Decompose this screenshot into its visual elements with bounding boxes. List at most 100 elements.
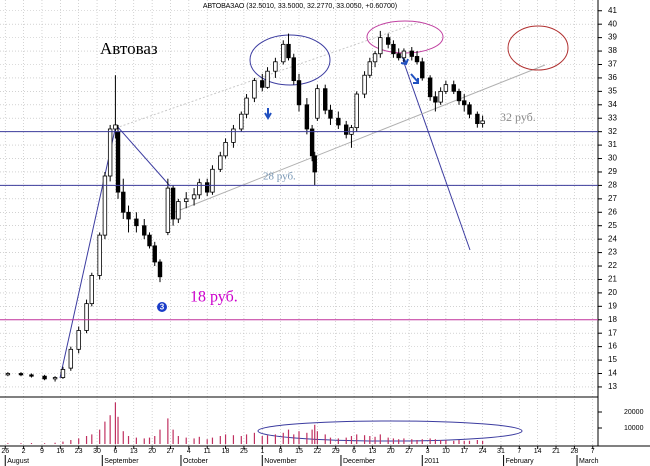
candle-body [113,124,118,130]
y-tick-label: 41 [608,6,617,15]
x-tick-label: 13 [130,448,138,455]
y-tick-label: 34 [608,100,617,109]
x-tick-label: 31 [497,448,505,455]
x-tick-label: 20 [387,448,395,455]
candle-body [244,97,249,115]
candle-body [456,90,462,102]
candle-body [265,70,270,88]
candle-body [273,61,278,72]
x-tick-label: 18 [222,448,230,455]
highlight-ellipse [507,25,569,71]
candle-body [427,77,433,98]
y-tick-label: 39 [608,33,617,42]
candle-body [68,348,74,369]
candle-body [223,142,228,157]
y-tick-label: 30 [608,154,617,163]
highlight-ellipse [249,34,331,86]
x-tick-label: 11 [204,448,211,455]
annotation: Автоваз [100,39,158,58]
channel-line [169,64,546,215]
x-tick-label: 21 [552,448,560,455]
candle-body [409,50,414,57]
volume-tick-label: 20000 [624,409,644,416]
y-tick-label: 19 [608,301,617,310]
candle-body [438,90,443,103]
candle-body [121,191,126,213]
candle-body [260,80,265,88]
candle-body [157,261,163,278]
candle-body [60,369,66,378]
trend-line [402,59,471,251]
y-tick-label: 16 [608,342,617,351]
candle-body [354,93,359,129]
x-tick-label: 6 [352,448,356,455]
candle-body [42,375,47,380]
candle-body [84,303,89,331]
arrow [410,73,419,84]
trend-line [59,124,117,379]
candle-body [5,373,11,376]
candle-body [107,128,113,177]
x-tick-label: 22 [313,448,321,455]
candle-body [467,104,472,115]
x-tick-label: 1 [260,448,264,455]
month-label: February [506,458,535,465]
y-tick-label: 17 [608,328,617,337]
candle-body [18,373,24,376]
candle-body [52,377,58,380]
x-tick-label: 4 [187,448,191,455]
x-tick-label: 3 [426,448,430,455]
candle-body [420,61,425,79]
candle-body [367,61,373,76]
y-tick-label: 37 [608,60,617,69]
y-tick-label: 21 [608,275,617,284]
candle-body [165,187,171,233]
candle-body [126,211,131,220]
x-tick-label: 14 [534,448,542,455]
candle-body [97,234,102,276]
candle-body [451,84,456,92]
candle-body [328,109,333,119]
candle-body [312,155,317,173]
candle-body [336,117,341,126]
y-tick-label: 13 [608,382,617,391]
y-tick-label: 32 [608,127,617,136]
candle-body [291,57,296,82]
candle-body [349,127,354,135]
x-tick-label: 9 [40,448,44,455]
candle-body [315,88,320,119]
marks [5,30,485,444]
candle-body [304,104,310,130]
candle-body [147,234,152,247]
candle-body [414,56,420,63]
candle-body [89,275,94,305]
candle-body [252,80,257,99]
candle-body [170,187,176,220]
x-tick-label: 30 [93,448,101,455]
x-tick-label: 29 [332,448,340,455]
marker-circle [157,302,167,312]
candle-body [462,100,467,106]
y-tick-label: 36 [608,73,617,82]
candle-body [205,182,210,193]
candle-body [115,131,121,193]
candle-body [76,330,81,350]
candle-body [309,128,315,157]
y-tick-label: 23 [608,248,617,257]
chart-title: АВТОВАЗАО (32.5010, 33.5000, 32.2770, 33… [203,3,397,10]
candle-body [391,43,396,55]
highlight-ellipse [257,420,523,442]
volume-tick-label: 10000 [624,425,644,432]
x-tick-label: 24 [479,448,487,455]
candle-body [475,113,480,125]
y-tick-label: 38 [608,46,617,55]
trend-line [115,124,171,187]
x-tick-label: 20 [148,448,156,455]
y-tick-label: 26 [608,207,617,216]
candle-body [372,53,378,63]
candle-body [142,225,147,236]
x-tick-label: 15 [295,448,303,455]
candle-body [29,374,34,377]
y-tick-label: 27 [608,194,617,203]
